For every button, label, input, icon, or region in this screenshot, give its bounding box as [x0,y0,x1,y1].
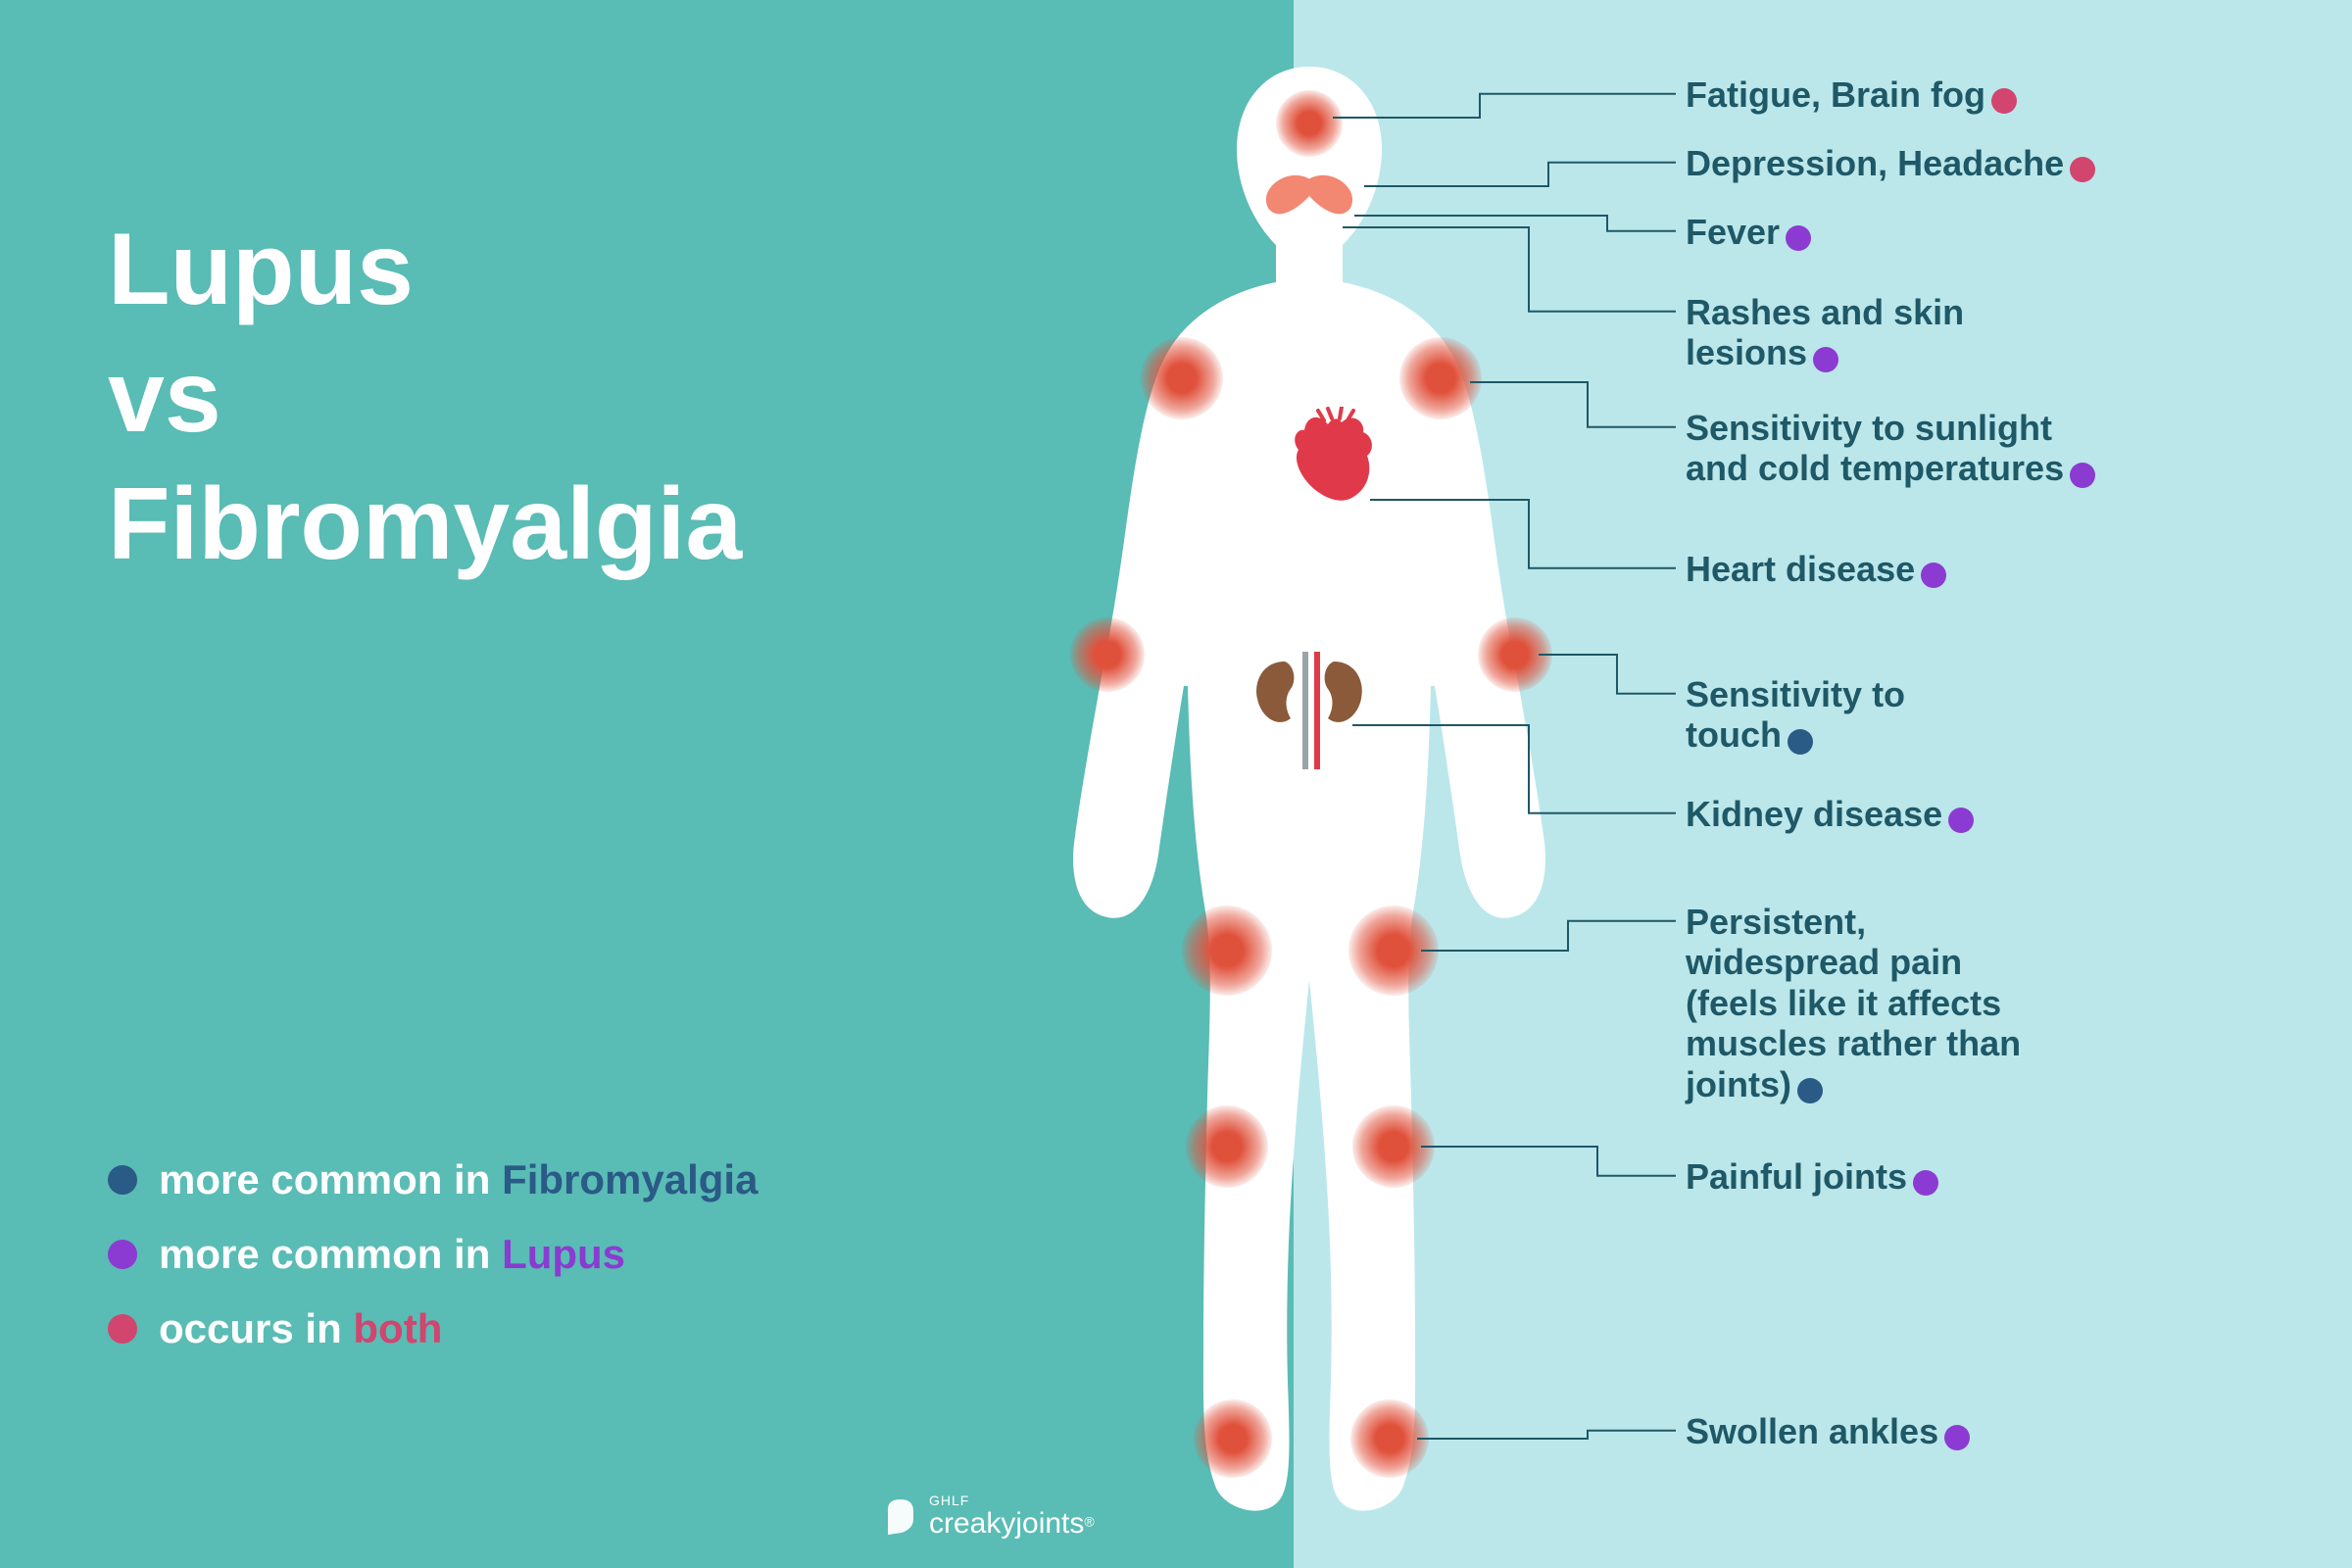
symptom-pain: Persistent,widespread pain(feels like it… [1686,902,2021,1104]
symptom-label: Fatigue, Brain fog [1686,74,2017,115]
category-dot-icon [1786,225,1811,251]
title-line3: Fibromyalgia [108,461,742,588]
symptom-label: Sensitivity totouch [1686,674,1905,756]
symptom-label: Sensitivity to sunlightand cold temperat… [1686,408,2095,489]
symptom-touch: Sensitivity totouch [1686,674,1905,756]
legend-item: more common in Lupus [108,1231,758,1278]
legend-item: more common in Fibromyalgia [108,1156,758,1203]
body-figure [1009,59,1617,1529]
symptom-heart: Heart disease [1686,549,1946,589]
heart-icon [1289,407,1377,514]
title-block: Lupus vs Fibromyalgia [108,206,742,588]
symptom-label: Painful joints [1686,1156,1938,1197]
infographic-canvas: Lupus vs Fibromyalgia more common in Fib… [0,0,2352,1568]
body-silhouette [1009,59,1617,1529]
category-dot-icon [1921,563,1946,588]
legend-item: occurs in both [108,1305,758,1352]
category-dot-icon [1944,1425,1970,1450]
symptom-joints: Painful joints [1686,1156,1938,1197]
legend-text: more common in Fibromyalgia [159,1156,758,1203]
category-dot-icon [1788,729,1813,755]
title-line2: vs [108,333,742,461]
category-dot-icon [2070,157,2095,182]
symptom-label: Heart disease [1686,549,1946,589]
category-dot-icon [1913,1170,1938,1196]
symptom-rashes: Rashes and skinlesions [1686,292,1964,373]
legend-dot-icon [108,1240,137,1269]
symptom-fever: Fever [1686,212,1811,252]
symptom-label: Swollen ankles [1686,1411,1970,1451]
symptom-label: Kidney disease [1686,794,1974,834]
title-line1: Lupus [108,206,742,333]
symptom-label: Rashes and skinlesions [1686,292,1964,373]
symptom-kidney: Kidney disease [1686,794,1974,834]
category-dot-icon [2070,463,2095,488]
symptom-sunlight: Sensitivity to sunlightand cold temperat… [1686,408,2095,489]
symptom-label: Depression, Headache [1686,143,2095,183]
legend-dot-icon [108,1314,137,1344]
symptom-label: Fever [1686,212,1811,252]
symptom-ankles: Swollen ankles [1686,1411,1970,1451]
category-dot-icon [1948,808,1974,833]
legend-dot-icon [108,1165,137,1195]
kidneys-icon [1246,652,1373,740]
logo-icon [882,1495,919,1539]
butterfly-rash-icon [1255,172,1363,220]
category-dot-icon [1797,1078,1823,1103]
legend-text: occurs in both [159,1305,442,1352]
symptom-fatigue: Fatigue, Brain fog [1686,74,2017,115]
category-dot-icon [1991,88,2017,114]
category-dot-icon [1813,347,1838,372]
legend-text: more common in Lupus [159,1231,625,1278]
symptom-depression: Depression, Headache [1686,143,2095,183]
symptom-label: Persistent,widespread pain(feels like it… [1686,902,2021,1104]
legend: more common in Fibromyalgia more common i… [108,1156,758,1380]
